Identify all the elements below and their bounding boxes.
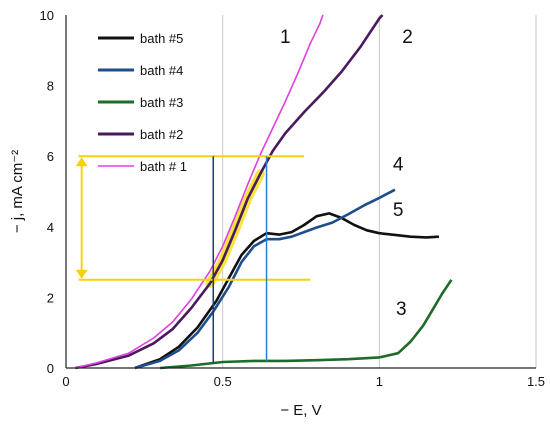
legend: bath #5 bath #4 bath #3 bath #2 bath # 1 <box>98 31 187 174</box>
y-tick-label-3: 6 <box>47 149 54 164</box>
double-arrow-head-down <box>75 269 88 279</box>
axes <box>65 15 536 369</box>
curve-number-label-4: 4 <box>393 154 404 175</box>
y-axis-title: − j, mA cm⁻² <box>9 150 26 233</box>
grid <box>222 15 537 368</box>
y-tick-label-1: 2 <box>47 290 54 305</box>
double-arrow-head-up <box>75 157 88 167</box>
legend-label-bath-4: bath #4 <box>140 63 183 78</box>
legend-label-bath-2: bath #2 <box>140 127 183 142</box>
x-tick-label-0: 0 <box>62 374 69 389</box>
tick-labels: 0 0.5 1 1.5 0 2 4 6 8 10 <box>40 8 546 389</box>
y-tick-label-4: 8 <box>47 79 54 94</box>
curve-number-label-3: 3 <box>396 299 407 320</box>
series-line-bath-5 <box>134 212 439 370</box>
y-tick-label-5: 10 <box>40 8 54 23</box>
legend-label-bath-1: bath # 1 <box>140 159 187 174</box>
series-line-bath-4 <box>134 188 396 370</box>
x-tick-label-2: 1 <box>376 374 383 389</box>
series-line-bath-3 <box>159 279 453 370</box>
curve-number-label-2: 2 <box>402 27 413 48</box>
series-layer <box>75 14 453 370</box>
curve-number-label-1: 1 <box>280 27 291 48</box>
x-tick-label-1: 0.5 <box>214 374 232 389</box>
y-tick-label-2: 4 <box>47 220 54 235</box>
legend-label-bath-5: bath #5 <box>140 31 183 46</box>
curve-number-labels: 1 2 4 5 3 <box>280 27 413 320</box>
y-tick-label-0: 0 <box>47 361 54 376</box>
series-line-bath-2 <box>75 14 384 370</box>
legend-label-bath-3: bath #3 <box>140 95 183 110</box>
series-line-bath-1 <box>75 14 324 369</box>
annotation-layer <box>75 155 311 363</box>
x-tick-label-3: 1.5 <box>527 374 545 389</box>
x-axis-title: − E, V <box>280 402 321 419</box>
curve-number-label-5: 5 <box>393 200 404 221</box>
